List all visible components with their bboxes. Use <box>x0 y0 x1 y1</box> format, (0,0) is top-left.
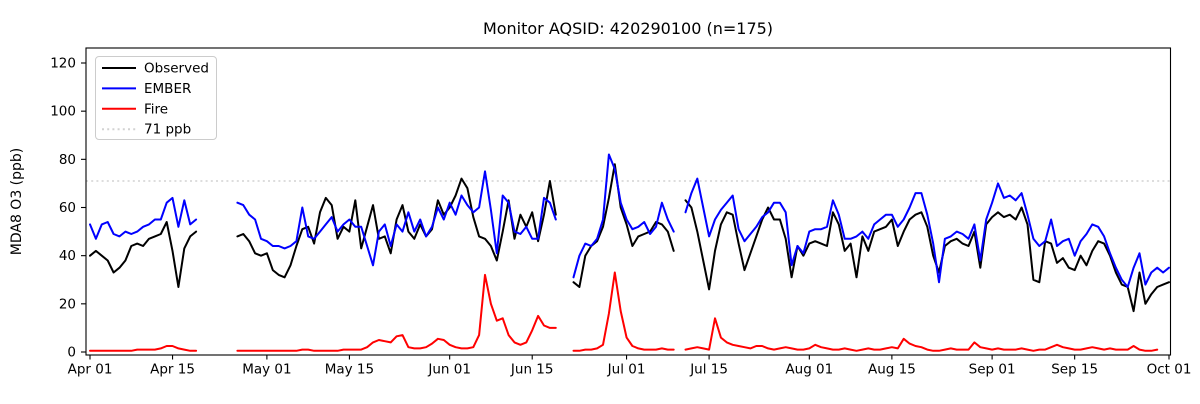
x-tick-label: Jun 01 <box>427 362 471 378</box>
legend-label: 71 ppb <box>144 122 191 138</box>
x-tick-label: May 15 <box>325 362 374 378</box>
x-tick-label: May 01 <box>242 362 291 378</box>
x-tick-label: Jul 01 <box>607 362 646 378</box>
legend-label: EMBER <box>144 81 191 97</box>
legend: Observed EMBER Fire 71 ppb <box>95 56 217 140</box>
y-axis-label: MDA8 O3 (ppb) <box>9 148 25 256</box>
legend-entry-71-ppb: 71 ppb <box>102 122 191 138</box>
x-axis: Apr 01 Apr 15 May 01 May 15 Jun 01 Jun 15 Jul … <box>68 355 1192 378</box>
x-tick-label: Jul 15 <box>689 362 728 378</box>
x-tick-label: Aug 01 <box>785 362 833 378</box>
x-tick-label: Oct 01 <box>1147 362 1192 378</box>
y-tick-label: 60 <box>59 200 76 216</box>
x-tick-label: Apr 15 <box>150 362 195 378</box>
y-tick-label: 120 <box>50 56 76 72</box>
chart-title: Monitor AQSID: 420290100 (n=175) <box>483 19 773 38</box>
plot-frame <box>85 47 1172 356</box>
x-tick-label: Jun 15 <box>510 362 554 378</box>
legend-frame <box>95 56 217 140</box>
legend-entry-fire: Fire <box>102 101 168 117</box>
legend-label: Observed <box>144 61 209 77</box>
y-tick-label: 0 <box>67 345 76 361</box>
x-tick-label: Sep 15 <box>1051 362 1098 378</box>
legend-label: Fire <box>144 101 168 117</box>
y-tick-label: 20 <box>59 296 76 312</box>
y-tick-label: 80 <box>59 152 76 168</box>
legend-entry-observed: Observed <box>102 61 209 77</box>
x-tick-label: Apr 01 <box>68 362 113 378</box>
x-tick-label: Sep 01 <box>969 362 1016 378</box>
legend-entry-ember: EMBER <box>102 81 191 97</box>
y-axis: 0 20 40 60 80 100 120 <box>50 56 86 361</box>
y-tick-label: 40 <box>59 248 76 264</box>
x-tick-label: Aug 15 <box>868 362 916 378</box>
plot-area: 0 20 40 60 80 100 120 Apr 01 Apr 15 May 01 May 15 J… <box>50 47 1192 378</box>
y-tick-label: 100 <box>50 104 76 120</box>
series-line-fire <box>89 271 1159 352</box>
series-line-ember <box>89 153 1170 288</box>
series-line-observed <box>89 163 1170 313</box>
